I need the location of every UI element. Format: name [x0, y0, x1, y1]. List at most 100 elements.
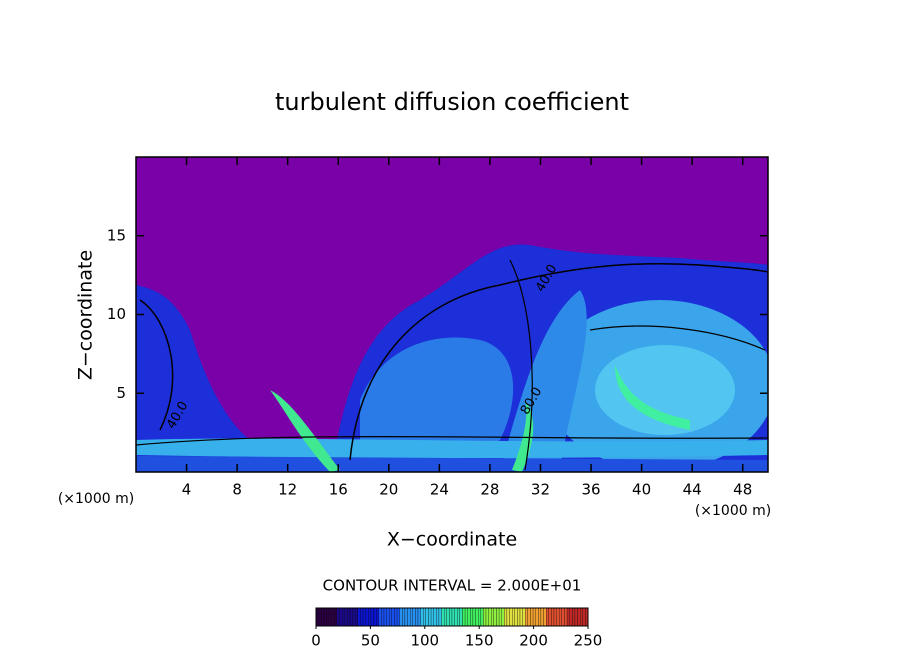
colorbar-cell: [328, 607, 332, 627]
colorbar-cell: [347, 607, 351, 627]
colorbar-cell: [381, 607, 385, 627]
colorbar-cell: [357, 607, 361, 627]
y-tick-label: 10: [107, 305, 126, 323]
colorbar-cell: [331, 607, 335, 627]
colorbar-cell: [355, 607, 358, 627]
x-tick-label: 12: [278, 481, 297, 499]
colorbar-cell: [423, 607, 426, 627]
colorbar-cell: [399, 607, 403, 627]
colorbar-cell: [391, 607, 395, 627]
colorbar-cell: [559, 607, 562, 627]
colorbar-cell: [517, 607, 521, 627]
x-tick-label: 28: [480, 481, 499, 499]
colorbar-cell: [339, 607, 343, 627]
colorbar-cell: [378, 607, 382, 627]
colorbar-cell: [446, 607, 450, 627]
colorbar-cell: [412, 607, 416, 627]
chart-title: turbulent diffusion coefficient: [275, 88, 629, 116]
x-tick-label: 48: [733, 481, 752, 499]
x-unit-label: (×1000 m): [695, 503, 771, 519]
colorbar-cell: [441, 607, 445, 627]
x-tick-label: 40: [632, 481, 651, 499]
contour-interval: CONTOUR INTERVAL = 2.000E+01: [323, 577, 582, 595]
colorbar-cell: [577, 607, 581, 627]
colorbar-cell: [485, 607, 489, 627]
colorbar-cell: [582, 607, 586, 627]
colorbar-tick-label: 150: [465, 632, 494, 650]
colorbar-cell: [352, 607, 356, 627]
colorbar-cell: [344, 607, 348, 627]
colorbar-cell: [438, 607, 442, 627]
colorbar-cell: [556, 607, 560, 627]
colorbar-cell: [530, 607, 534, 627]
colorbar-cell: [561, 607, 565, 627]
x-tick-label: 24: [430, 481, 449, 499]
colorbar-cell: [472, 607, 476, 627]
colorbar-cell: [480, 607, 484, 627]
colorbar-cell: [402, 607, 406, 627]
colorbar-cell: [407, 607, 411, 627]
colorbar-cell: [365, 607, 369, 627]
y-tick-label: 15: [107, 226, 126, 244]
colorbar-cell: [449, 607, 453, 627]
colorbar-cell: [540, 607, 544, 627]
colorbar-cell: [454, 607, 458, 627]
colorbar-cell: [336, 607, 340, 627]
colorbar-cell: [569, 607, 573, 627]
colorbar-cell: [564, 607, 568, 627]
colorbar-cell: [321, 607, 324, 627]
colorbar-cell: [370, 607, 374, 627]
colorbar-tick-label: 250: [574, 632, 603, 650]
colorbar-cell: [509, 607, 513, 627]
colorbar-cell: [464, 607, 468, 627]
colorbar-cell: [396, 607, 400, 627]
colorbar-cell: [506, 607, 510, 627]
colorbar-cell: [548, 607, 552, 627]
y-tick-label: 5: [116, 384, 126, 402]
x-axis-label: X−coordinate: [387, 529, 517, 551]
colorbar-tick-label: 0: [311, 632, 321, 650]
colorbar-cell: [532, 607, 536, 627]
colorbar-cell: [436, 607, 440, 627]
colorbar-cell: [543, 607, 547, 627]
colorbar-cell: [444, 607, 447, 627]
colorbar-cell: [491, 607, 494, 627]
x-unit-label: (×1000 m): [58, 491, 134, 507]
colorbar-cell: [342, 607, 345, 627]
colorbar-cell: [362, 607, 366, 627]
x-tick-label: 16: [329, 481, 348, 499]
colorbar-cell: [527, 607, 531, 627]
colorbar-cell: [514, 607, 518, 627]
colorbar-cell: [394, 607, 398, 627]
colorbar-cell: [574, 607, 578, 627]
colorbar-cell: [501, 607, 505, 627]
colorbar-cell: [428, 607, 432, 627]
colorbar-cell: [404, 607, 408, 627]
colorbar-cell: [368, 607, 372, 627]
colorbar-cell: [496, 607, 500, 627]
colorbar-cell: [420, 607, 424, 627]
colorbar-cell: [504, 607, 508, 627]
x-tick-label: 32: [531, 481, 550, 499]
x-tick-label: 8: [232, 481, 242, 499]
x-tick-label: 36: [581, 481, 600, 499]
colorbar-cell: [389, 607, 392, 627]
colorbar-cell: [360, 607, 364, 627]
colorbar-cell: [318, 607, 322, 627]
colorbar-cell: [538, 607, 542, 627]
colorbar-cell: [462, 607, 466, 627]
x-tick-label: 44: [683, 481, 702, 499]
colorbar-cell: [323, 607, 327, 627]
colorbar-cell: [410, 607, 413, 627]
colorbar-cell: [572, 607, 576, 627]
colorbar-cell: [553, 607, 557, 627]
colorbar-cell: [519, 607, 523, 627]
colorbar-cell: [326, 607, 330, 627]
contour-field: [136, 157, 768, 472]
colorbar-cell: [433, 607, 437, 627]
colorbar-cell: [376, 607, 379, 627]
colorbar-cell: [483, 607, 487, 627]
colorbar-cell: [386, 607, 390, 627]
colorbar-cell: [383, 607, 387, 627]
colorbar-cell: [459, 607, 463, 627]
